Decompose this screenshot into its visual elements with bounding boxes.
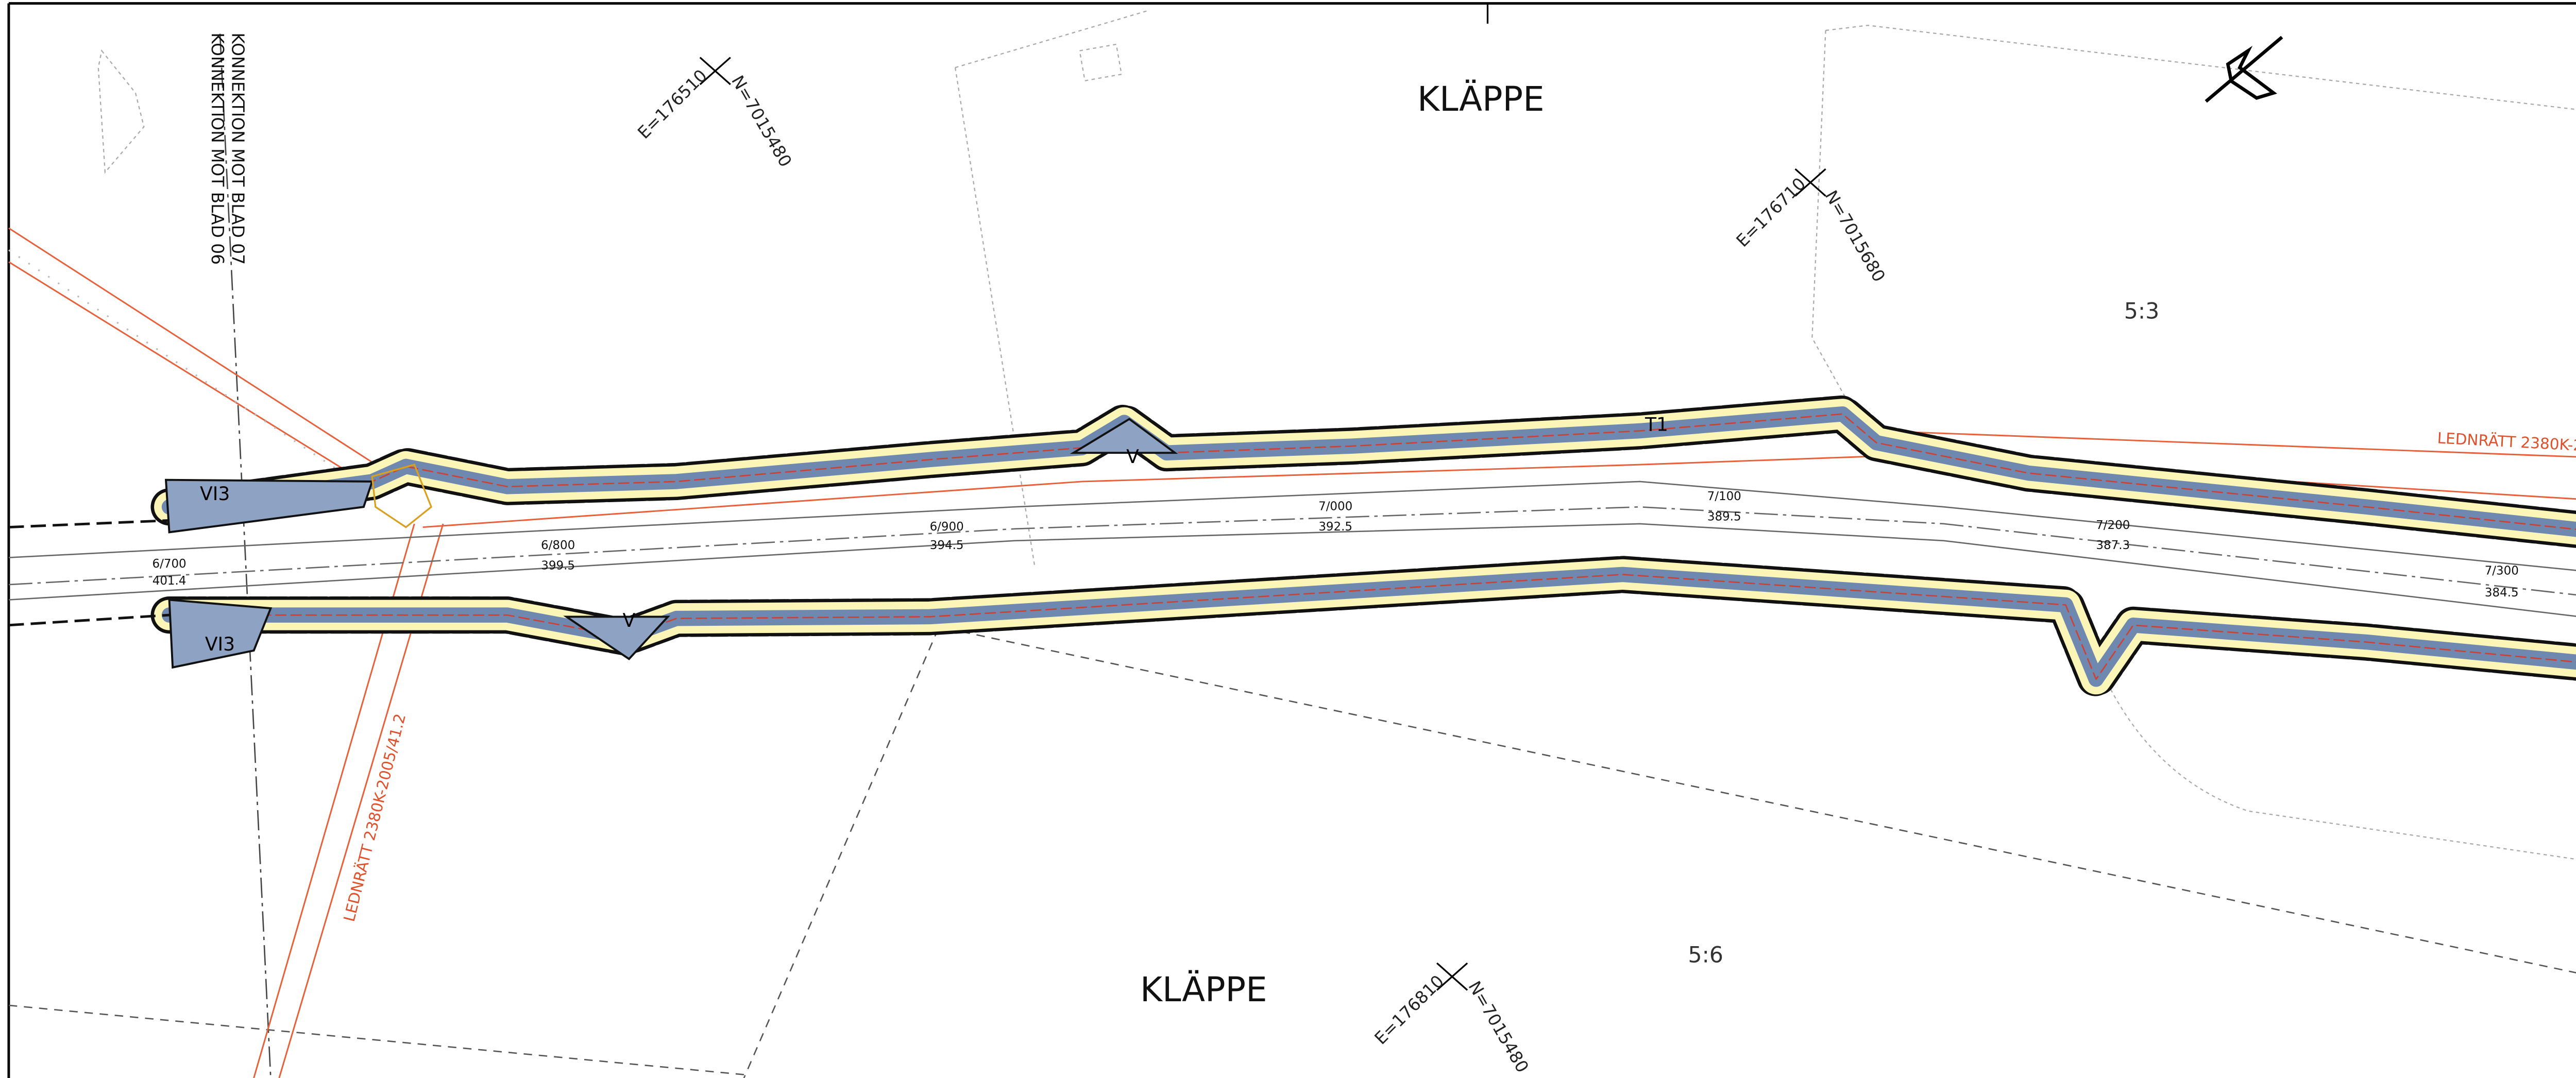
place-name: KLÄPPE: [1140, 970, 1267, 1009]
place-name: KLÄPPE: [1417, 80, 1545, 119]
chainage-level: 384.5: [2485, 586, 2519, 600]
symbol-label: VI3: [200, 483, 230, 505]
area-label: 5:6: [1688, 942, 1723, 968]
symbol-label: VI3: [205, 634, 235, 655]
chainage-level: 399.5: [541, 559, 575, 572]
chainage-station: 7/100: [1707, 490, 1741, 503]
chainage-level: 394.5: [930, 539, 964, 552]
symbol-label: V: [623, 610, 636, 631]
chainage-level: 389.5: [1707, 510, 1741, 523]
ditch-extension: [8, 519, 170, 627]
chainage-level: 392.5: [1318, 520, 1352, 534]
sheet-connection-line: [219, 33, 272, 1078]
chainage-station: 6/800: [541, 539, 575, 552]
chainage-station: 6/700: [152, 557, 187, 571]
connection-label: KONNEKTION MOT BLAD 07: [228, 32, 247, 265]
chainage-station: 7/200: [2096, 519, 2130, 532]
north-arrow: [2205, 36, 2283, 103]
survey-cross: [699, 57, 1826, 991]
property-lines: [97, 9, 2576, 860]
culvert-area: [164, 418, 1178, 669]
boundary: [8, 628, 2576, 1078]
chainage-station: 7/300: [2485, 564, 2519, 577]
chainage-station: 7/000: [1318, 500, 1352, 514]
connection-label: KONNEKTION MOT BLAD 06: [208, 32, 227, 265]
area-label: 5:3: [2124, 298, 2160, 324]
symbol-label: T1: [1645, 414, 1668, 436]
chainage-level: 387.3: [2096, 539, 2130, 552]
chainage-station: 6/900: [930, 520, 964, 534]
road: [8, 481, 2576, 617]
chainage-level: 401.4: [152, 574, 187, 588]
symbol-label: V: [1126, 446, 1139, 468]
culvert-end: [371, 464, 433, 528]
